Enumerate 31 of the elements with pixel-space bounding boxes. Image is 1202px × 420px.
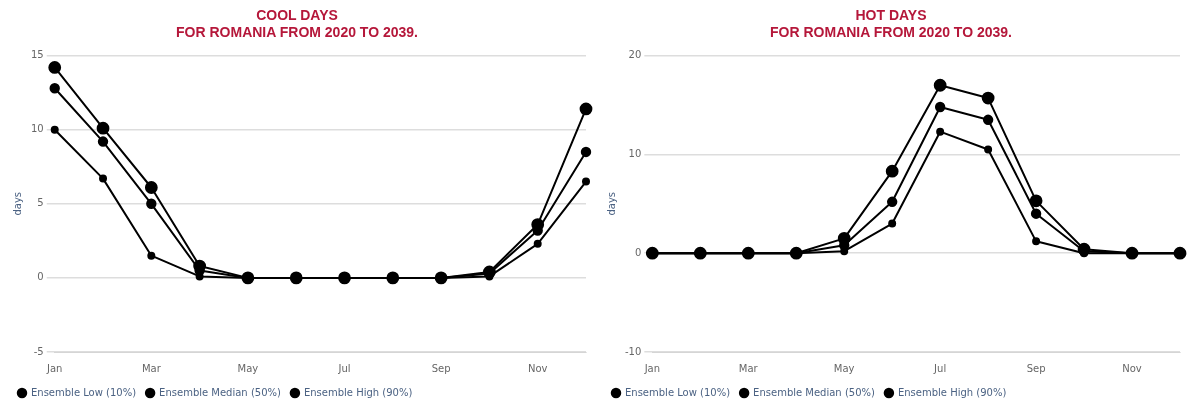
y-tick-label: 10 — [30, 123, 44, 135]
x-tick-label: Nov — [1122, 362, 1142, 374]
legend-label: Ensemble High (90%) — [897, 386, 1007, 398]
x-tick-label: Sep — [1026, 362, 1046, 374]
legend-label: Ensemble Low (10%) — [625, 386, 731, 398]
y-tick-label: 10 — [628, 147, 642, 159]
y-axis-title: days — [11, 192, 23, 216]
y-tick-label: -10 — [624, 345, 642, 357]
y-tick-label: 0 — [37, 271, 44, 283]
x-tick-label: Jan — [643, 362, 661, 374]
legend-label: Ensemble Median (50%) — [753, 386, 876, 398]
y-tick-label: -5 — [33, 345, 44, 357]
y-tick-label: 0 — [634, 246, 642, 258]
x-tick-label: Nov — [527, 362, 548, 374]
legend-label: Ensemble High (90%) — [303, 386, 413, 398]
y-tick-label: 15 — [30, 49, 44, 61]
legend-label: Ensemble Low (10%) — [31, 386, 137, 398]
x-tick-label: Jul — [933, 362, 947, 374]
y-axis-title: days — [605, 192, 617, 216]
x-tick-label: Mar — [738, 362, 759, 374]
x-tick-label: May — [237, 362, 259, 374]
y-tick-label: 5 — [37, 197, 44, 209]
x-tick-label: Jul — [337, 362, 351, 374]
x-tick-label: Mar — [141, 362, 162, 374]
y-tick-label: 20 — [628, 49, 642, 61]
x-tick-label: Sep — [431, 362, 451, 374]
chart-title: COOL DAYS FOR ROMANIA FROM 2020 TO 2039. — [176, 7, 418, 41]
x-tick-label: Jan — [46, 362, 63, 374]
chart-title: HOT DAYS FOR ROMANIA FROM 2020 TO 2039. — [770, 7, 1012, 41]
x-tick-label: May — [833, 362, 855, 374]
legend-label: Ensemble Median (50%) — [159, 386, 282, 398]
